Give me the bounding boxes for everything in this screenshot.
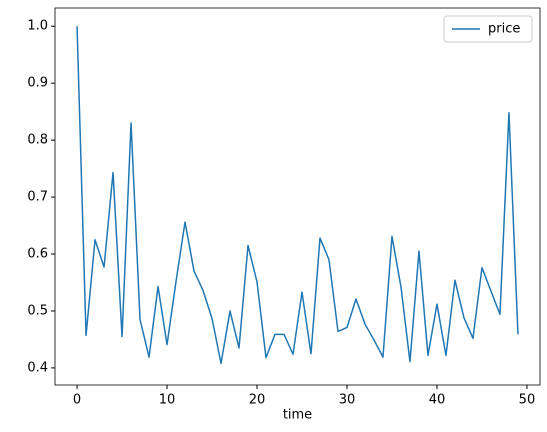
y-tick-label: 0.8	[27, 133, 48, 148]
legend-label: price	[488, 22, 520, 37]
y-tick-label: 1.0	[27, 19, 48, 34]
x-tick-label: 20	[249, 393, 266, 408]
y-tick-label: 0.7	[27, 190, 48, 205]
legend-box	[443, 15, 533, 43]
axes-frame	[54, 7, 541, 386]
x-tick-label: 0	[73, 393, 81, 408]
x-tick-label: 30	[339, 393, 356, 408]
y-tick-label: 0.9	[27, 76, 48, 91]
y-tick-label: 0.5	[27, 303, 48, 318]
y-tick-label: 0.4	[27, 360, 48, 375]
line-series	[76, 26, 519, 365]
x-tick-label: 10	[159, 393, 176, 408]
x-axis-label: time	[283, 408, 312, 423]
x-tick-label: 40	[429, 393, 446, 408]
y-tick-label: 0.6	[27, 247, 48, 262]
x-tick-label: 50	[519, 393, 536, 408]
